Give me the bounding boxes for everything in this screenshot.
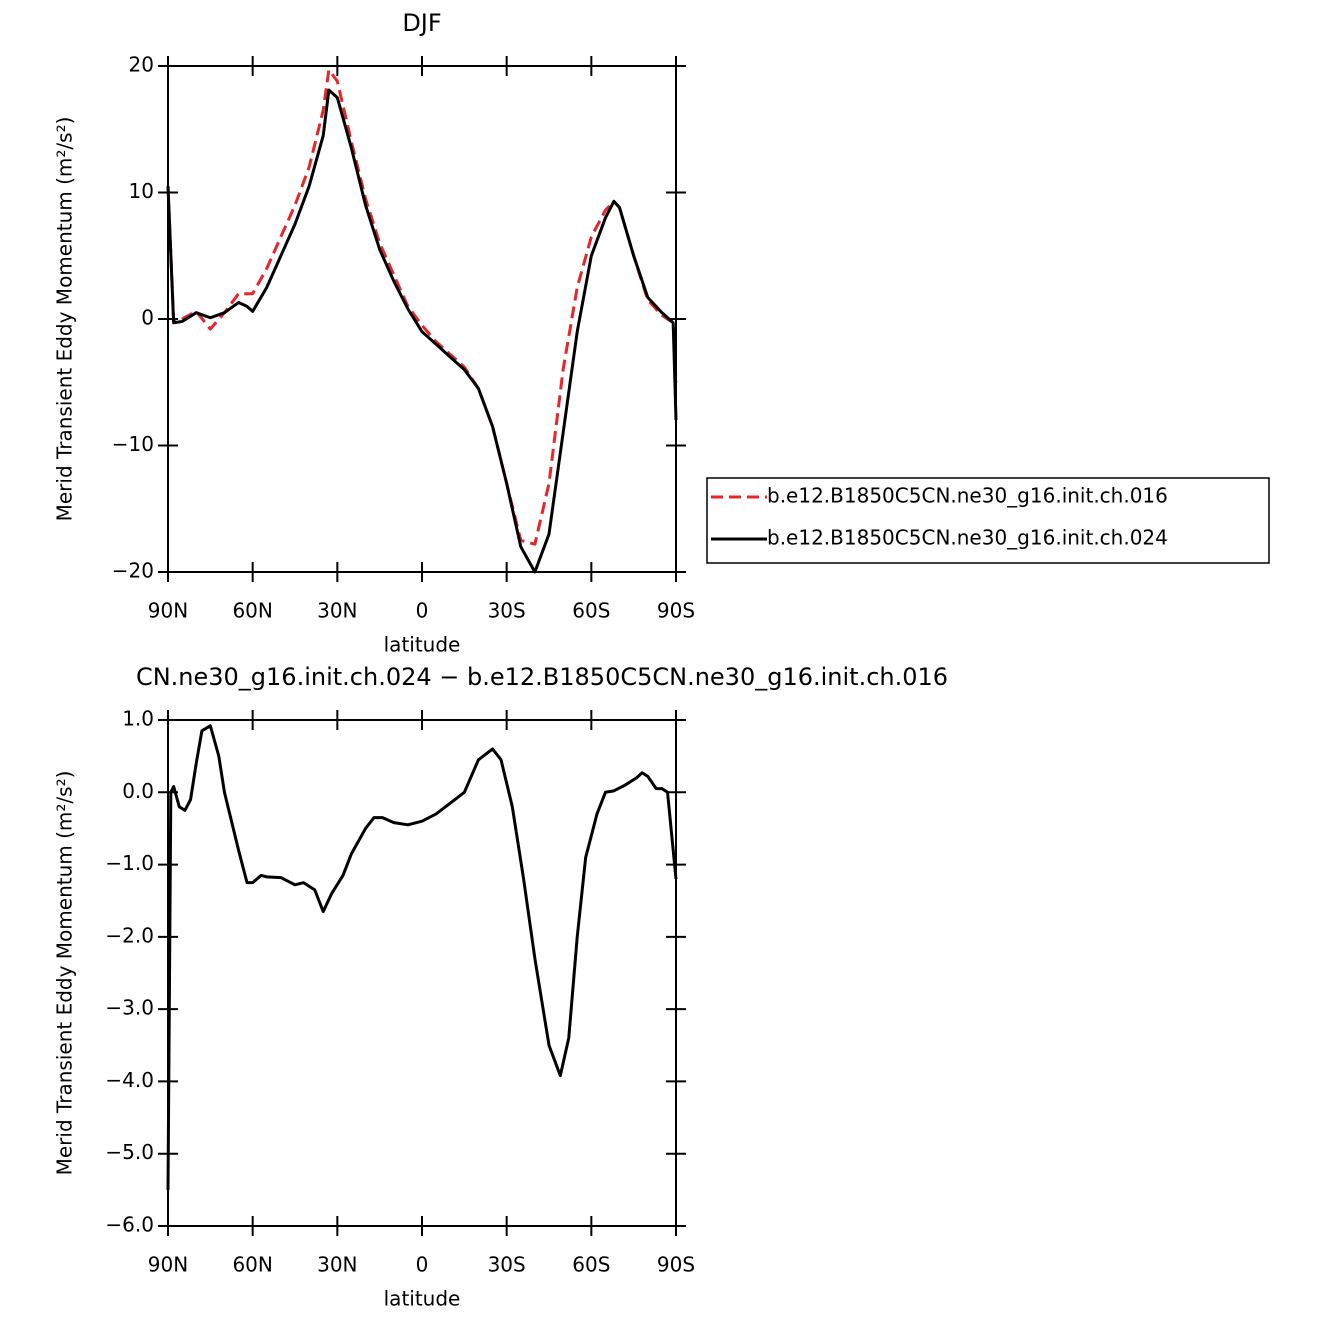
- y-tick-label: −6.0: [105, 1213, 154, 1237]
- x-tick-label: 30N: [317, 1253, 357, 1277]
- x-tick-label: 90S: [657, 1253, 695, 1277]
- x-tick-label: 30N: [317, 599, 357, 623]
- plot-frame: [167, 65, 677, 573]
- plot-frame: [167, 719, 677, 1227]
- y-tick-label: 0.0: [122, 779, 154, 803]
- chart-title: DJF: [402, 9, 441, 37]
- y-tick-label: 20: [129, 53, 154, 77]
- y-tick-label: 10: [129, 179, 154, 203]
- y-tick-label: −4.0: [105, 1068, 154, 1092]
- x-tick-label: 60S: [572, 1253, 610, 1277]
- x-tick-label: 0: [416, 1253, 429, 1277]
- y-axis-label: Merid Transient Eddy Momentum (m²/s²): [53, 771, 77, 1176]
- x-tick-label: 90N: [148, 1253, 188, 1277]
- data-line: [166, 724, 678, 1190]
- legend-label: b.e12.B1850C5CN.ne30_g16.init.ch.024: [767, 526, 1168, 550]
- data-line: [166, 88, 678, 574]
- y-tick-label: 0: [141, 306, 154, 330]
- x-tick-label: 30S: [488, 1253, 526, 1277]
- y-tick-label: 1.0: [122, 707, 154, 731]
- legend-label: b.e12.B1850C5CN.ne30_g16.init.ch.016: [767, 484, 1168, 508]
- x-axis-label: latitude: [384, 1287, 461, 1311]
- y-tick-label: −20: [112, 559, 154, 583]
- x-tick-label: 90S: [657, 599, 695, 623]
- x-tick-label: 90N: [148, 599, 188, 623]
- y-tick-label: −10: [112, 432, 154, 456]
- x-tick-label: 30S: [488, 599, 526, 623]
- legend-box: [706, 477, 1270, 564]
- chart-title: CN.ne30_g16.init.ch.024 − b.e12.B1850C5C…: [136, 663, 948, 691]
- y-tick-label: −2.0: [105, 923, 154, 947]
- y-axis-label: Merid Transient Eddy Momentum (m²/s²): [53, 117, 77, 522]
- y-tick-label: −1.0: [105, 851, 154, 875]
- y-tick-label: −5.0: [105, 1140, 154, 1164]
- data-line: [166, 68, 678, 546]
- x-tick-label: 60N: [232, 1253, 272, 1277]
- x-axis-label: latitude: [384, 633, 461, 657]
- y-tick-label: −3.0: [105, 996, 154, 1020]
- x-tick-label: 60S: [572, 599, 610, 623]
- x-tick-label: 0: [416, 599, 429, 623]
- x-tick-label: 60N: [232, 599, 272, 623]
